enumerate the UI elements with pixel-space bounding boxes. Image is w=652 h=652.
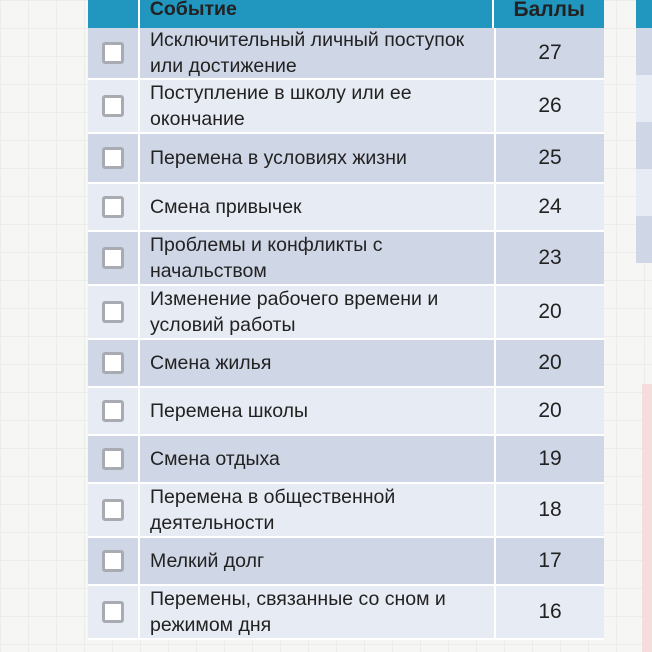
- event-cell: Перемена в условиях жизни: [138, 134, 494, 182]
- adjacent-row-edge: [636, 28, 652, 75]
- row-checkbox[interactable]: [102, 448, 124, 470]
- table-row: Исключительный личный поступок или дости…: [88, 28, 604, 80]
- table-row: Смена жилья 20: [88, 340, 604, 388]
- score-cell: 27: [494, 28, 604, 78]
- table-row: Изменение рабочего времени и условий раб…: [88, 286, 604, 340]
- checkbox-cell: [88, 436, 138, 482]
- checkbox-cell: [88, 232, 138, 284]
- table-row: Перемена в общественной деятельности 18: [88, 484, 604, 538]
- row-checkbox[interactable]: [102, 247, 124, 269]
- row-checkbox[interactable]: [102, 196, 124, 218]
- score-cell: 26: [494, 80, 604, 132]
- event-cell: Поступление в школу или ее окончание: [138, 80, 494, 132]
- checkbox-cell: [88, 134, 138, 182]
- event-cell: Перемена школы: [138, 388, 494, 434]
- adjacent-row-edge: [636, 216, 652, 263]
- adjacent-table-edge: [636, 0, 652, 272]
- row-checkbox[interactable]: [102, 352, 124, 374]
- score-cell: 19: [494, 436, 604, 482]
- row-checkbox[interactable]: [102, 301, 124, 323]
- event-cell: Смена отдыха: [138, 436, 494, 482]
- row-checkbox[interactable]: [102, 42, 124, 64]
- checkbox-cell: [88, 388, 138, 434]
- table-row: Перемена в условиях жизни 25: [88, 134, 604, 184]
- score-cell: 20: [494, 388, 604, 434]
- event-cell: Смена жилья: [138, 340, 494, 386]
- table-header: Событие Баллы: [88, 0, 604, 28]
- adjacent-header-edge: [636, 0, 652, 28]
- checkbox-cell: [88, 340, 138, 386]
- score-cell: 18: [494, 484, 604, 536]
- row-checkbox[interactable]: [102, 147, 124, 169]
- row-checkbox[interactable]: [102, 601, 124, 623]
- event-cell: Изменение рабочего времени и условий раб…: [138, 286, 494, 338]
- score-cell: 20: [494, 286, 604, 338]
- score-cell: 25: [494, 134, 604, 182]
- row-checkbox[interactable]: [102, 499, 124, 521]
- score-cell: 16: [494, 586, 604, 638]
- checkbox-cell: [88, 484, 138, 536]
- table-row: Смена привычек 24: [88, 184, 604, 232]
- table-row: Проблемы и конфликты с начальством 23: [88, 232, 604, 286]
- row-checkbox[interactable]: [102, 550, 124, 572]
- checkbox-cell: [88, 286, 138, 338]
- checkbox-cell: [88, 586, 138, 638]
- row-checkbox[interactable]: [102, 95, 124, 117]
- row-checkbox[interactable]: [102, 400, 124, 422]
- checkbox-cell: [88, 538, 138, 584]
- checkbox-cell: [88, 80, 138, 132]
- checkbox-cell: [88, 184, 138, 230]
- adjacent-row-edge: [636, 75, 652, 122]
- event-cell: Перемены, связанные со сном и режимом дн…: [138, 586, 494, 638]
- event-cell: Смена привычек: [138, 184, 494, 230]
- header-event: Событие: [137, 0, 493, 28]
- table-row: Мелкий долг 17: [88, 538, 604, 586]
- events-score-table: Событие Баллы Исключительный личный пост…: [88, 0, 604, 640]
- event-cell: Перемена в общественной деятельности: [138, 484, 494, 536]
- table-row: Перемена школы 20: [88, 388, 604, 436]
- table-row: Смена отдыха 19: [88, 436, 604, 484]
- table-row: Перемены, связанные со сном и режимом дн…: [88, 586, 604, 640]
- event-cell: Мелкий долг: [138, 538, 494, 584]
- score-cell: 20: [494, 340, 604, 386]
- adjacent-panel-edge: [642, 384, 652, 652]
- adjacent-row-edge: [636, 169, 652, 216]
- score-cell: 17: [494, 538, 604, 584]
- table-row: Поступление в школу или ее окончание 26: [88, 80, 604, 134]
- score-cell: 23: [494, 232, 604, 284]
- event-cell: Исключительный личный поступок или дости…: [138, 28, 494, 78]
- event-cell: Проблемы и конфликты с начальством: [138, 232, 494, 284]
- checkbox-cell: [88, 28, 138, 78]
- header-score: Баллы: [492, 0, 604, 28]
- score-cell: 24: [494, 184, 604, 230]
- adjacent-row-edge: [636, 122, 652, 169]
